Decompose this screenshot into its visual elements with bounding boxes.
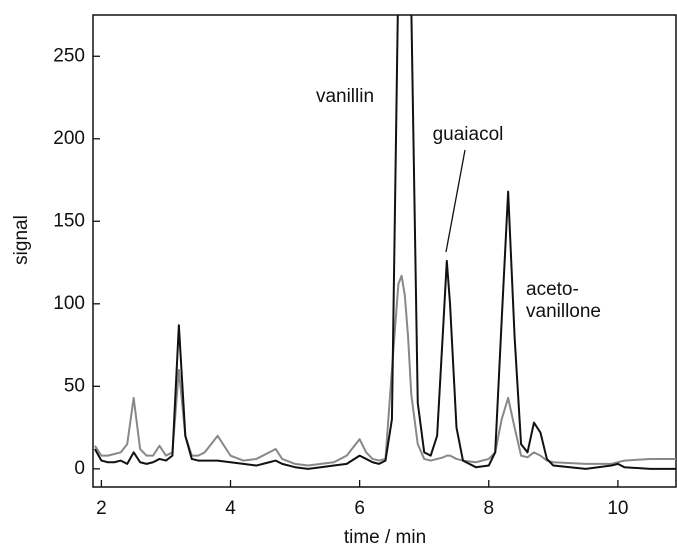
y-tick-label: 150	[53, 210, 85, 231]
plot-area	[94, 15, 676, 470]
annotation: guaiacol	[433, 124, 504, 145]
x-tick-label: 8	[483, 498, 494, 519]
x-tick-label: 10	[607, 498, 628, 519]
annotation: aceto-	[526, 279, 579, 300]
annotation: vanillin	[316, 86, 374, 107]
y-tick-label: 200	[53, 128, 85, 149]
series-line	[94, 15, 676, 470]
x-tick-label: 6	[354, 498, 365, 519]
x-tick-label: 2	[96, 498, 107, 519]
y-tick-label: 250	[53, 45, 85, 66]
y-tick-label: 50	[64, 375, 85, 396]
annotation: vanillone	[526, 301, 601, 322]
plot-frame	[92, 14, 677, 488]
series-line	[94, 274, 676, 467]
y-tick-label: 100	[53, 293, 85, 314]
annotation-leader	[445, 149, 466, 253]
y-axis-label: signal	[11, 215, 32, 265]
y-tick-label: 0	[74, 458, 85, 479]
x-axis-label: time / min	[344, 527, 426, 548]
x-tick-label: 4	[225, 498, 236, 519]
